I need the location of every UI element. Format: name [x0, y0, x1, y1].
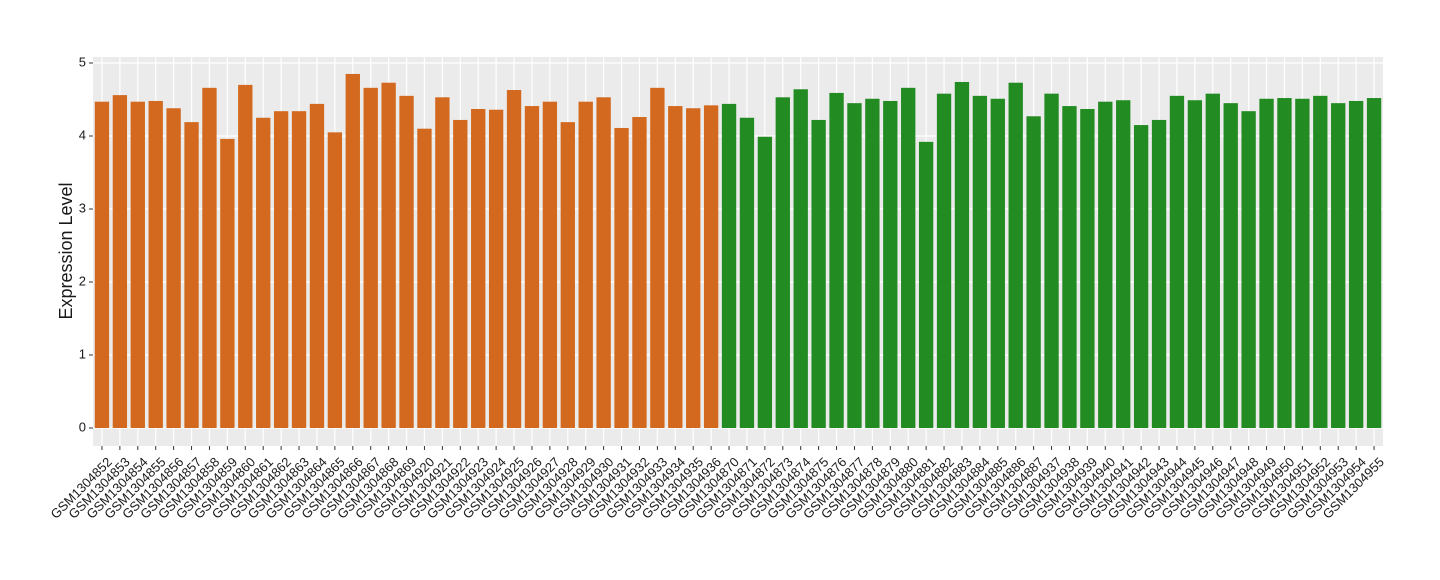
bar	[632, 117, 647, 429]
bar	[166, 108, 181, 428]
bar	[1151, 119, 1167, 428]
bar	[1062, 106, 1077, 428]
bar	[703, 105, 719, 428]
bar	[847, 103, 862, 429]
bar	[1080, 108, 1095, 429]
bar	[1008, 82, 1023, 429]
y-tick-label: 2	[79, 273, 86, 288]
bar	[1366, 98, 1382, 428]
bar	[829, 92, 844, 429]
bar	[542, 101, 558, 428]
bar	[488, 109, 504, 428]
bar	[363, 87, 378, 428]
bar	[596, 97, 611, 428]
bar	[1187, 100, 1203, 428]
bar	[94, 101, 110, 428]
bar	[238, 84, 253, 429]
bar	[918, 141, 934, 428]
bar	[1277, 98, 1292, 428]
y-tick-label: 5	[79, 54, 86, 69]
bar	[739, 117, 755, 428]
bar	[112, 95, 128, 429]
plot-background	[93, 57, 1383, 446]
bar	[184, 122, 199, 428]
bar	[202, 87, 217, 428]
y-tick-label: 4	[79, 127, 86, 142]
bar	[775, 97, 790, 428]
bar	[148, 100, 163, 429]
bar	[435, 97, 450, 428]
bar	[399, 95, 414, 428]
bar	[1116, 100, 1131, 428]
bar	[345, 73, 360, 428]
bar	[686, 108, 701, 428]
bar	[1259, 98, 1274, 429]
bar	[1169, 95, 1185, 428]
bar	[650, 87, 665, 428]
bar	[990, 98, 1005, 429]
bar	[381, 82, 396, 429]
bar	[936, 93, 952, 428]
bar	[291, 111, 307, 429]
bar	[1331, 103, 1346, 429]
bar	[901, 87, 916, 428]
bar	[1098, 101, 1113, 428]
bar	[1044, 93, 1059, 428]
bar	[273, 111, 289, 429]
bar	[453, 119, 468, 428]
bar	[1205, 93, 1220, 428]
bar	[327, 132, 343, 428]
bar	[1295, 98, 1310, 429]
bar	[417, 128, 432, 428]
bar	[793, 89, 808, 428]
bar	[972, 95, 988, 428]
bar	[220, 138, 235, 429]
bar	[1348, 100, 1364, 429]
bar	[954, 81, 970, 428]
bar	[309, 103, 325, 428]
bar	[811, 119, 826, 428]
bar	[1313, 95, 1328, 428]
bar	[883, 100, 898, 429]
bar	[506, 90, 522, 428]
bar	[757, 136, 773, 429]
bar	[578, 101, 593, 428]
y-tick-label: 0	[79, 419, 86, 434]
bar	[865, 98, 880, 429]
bar	[614, 127, 629, 428]
bar	[471, 108, 486, 429]
y-axis-label: Expression Level	[56, 182, 76, 319]
bar	[130, 101, 145, 428]
bar	[1133, 125, 1149, 429]
bar	[1026, 116, 1041, 428]
y-tick-label: 3	[79, 200, 86, 215]
bar	[524, 106, 540, 428]
bar	[256, 117, 271, 428]
bar	[560, 122, 575, 428]
bar	[668, 106, 683, 428]
bar	[1241, 111, 1256, 429]
bar	[1223, 103, 1238, 429]
y-tick-label: 1	[79, 346, 86, 361]
bar	[721, 103, 737, 428]
